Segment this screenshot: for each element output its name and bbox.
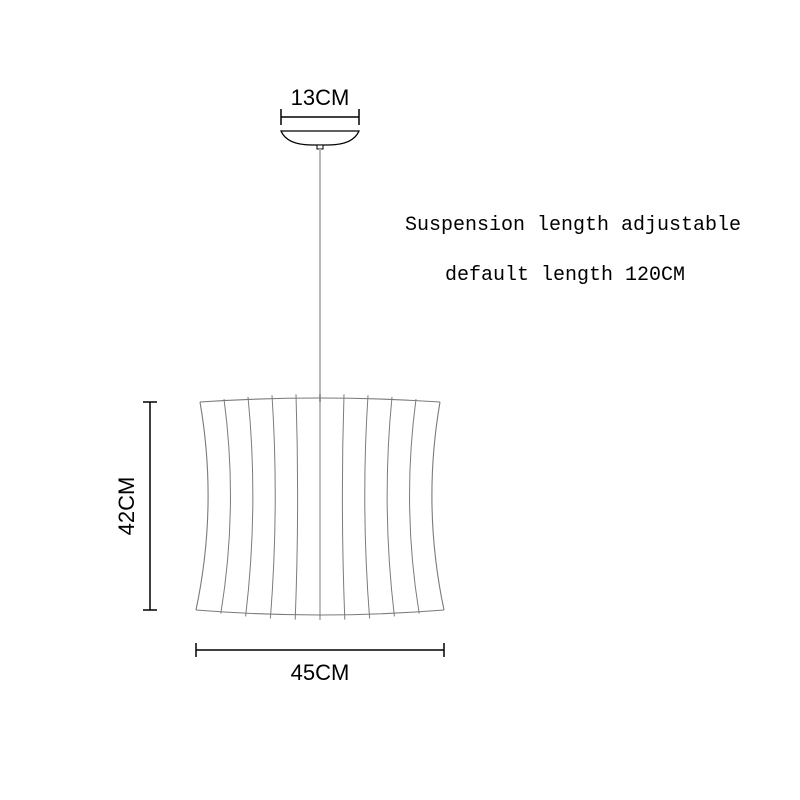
note-line-2: default length 120CM	[445, 264, 685, 287]
note-line-1: Suspension length adjustable	[405, 214, 741, 237]
shade-width-label: 45CM	[291, 660, 350, 685]
canopy-width-label: 13CM	[291, 85, 350, 110]
shade-height-label: 42CM	[114, 477, 139, 536]
